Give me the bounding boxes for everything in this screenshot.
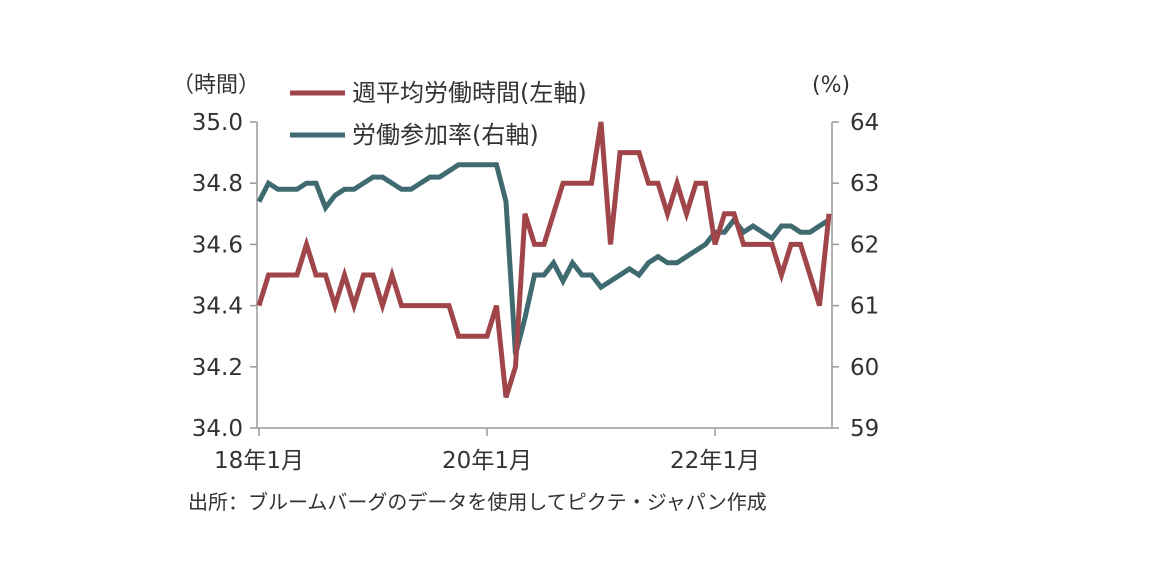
left-tick-label: 34.6	[192, 232, 243, 258]
left-tick-label: 34.4	[192, 294, 243, 320]
left-tick-label: 34.0	[192, 416, 243, 442]
left-axis-ticks: 34.0 34.2 34.4 34.6 34.8 35.0	[192, 110, 257, 442]
x-axis-ticks: 18年1月 20年1月 22年1月	[214, 428, 760, 474]
series-lines	[256, 121, 832, 399]
left-tick-label: 35.0	[192, 110, 243, 136]
series-line-hours	[256, 121, 832, 399]
right-tick-label: 64	[850, 110, 879, 136]
x-tick-label: 20年1月	[442, 448, 532, 474]
legend-label-hours: 週平均労働時間(左軸)	[352, 79, 587, 107]
left-tick-label: 34.8	[192, 171, 243, 197]
right-tick-label: 63	[850, 171, 879, 197]
legend-label-participation: 労働参加率(右軸)	[352, 121, 539, 149]
right-tick-label: 59	[850, 416, 879, 442]
left-axis-unit: （時間）	[172, 73, 260, 98]
left-tick-label: 34.2	[192, 355, 243, 381]
series-line-participation	[256, 162, 831, 356]
right-axis-ticks: 59 60 61 62 63 64	[832, 110, 879, 442]
x-tick-label: 18年1月	[214, 448, 304, 474]
source-note: 出所：ブルームバーグのデータを使用してピクテ・ジャパン作成	[188, 490, 767, 514]
right-tick-label: 61	[850, 294, 879, 320]
right-tick-label: 60	[850, 355, 879, 381]
x-tick-label: 22年1月	[670, 448, 760, 474]
right-axis-unit: (%)	[812, 73, 850, 98]
right-tick-label: 62	[850, 232, 879, 258]
legend: 週平均労働時間(左軸) 労働参加率(右軸)	[290, 79, 587, 149]
